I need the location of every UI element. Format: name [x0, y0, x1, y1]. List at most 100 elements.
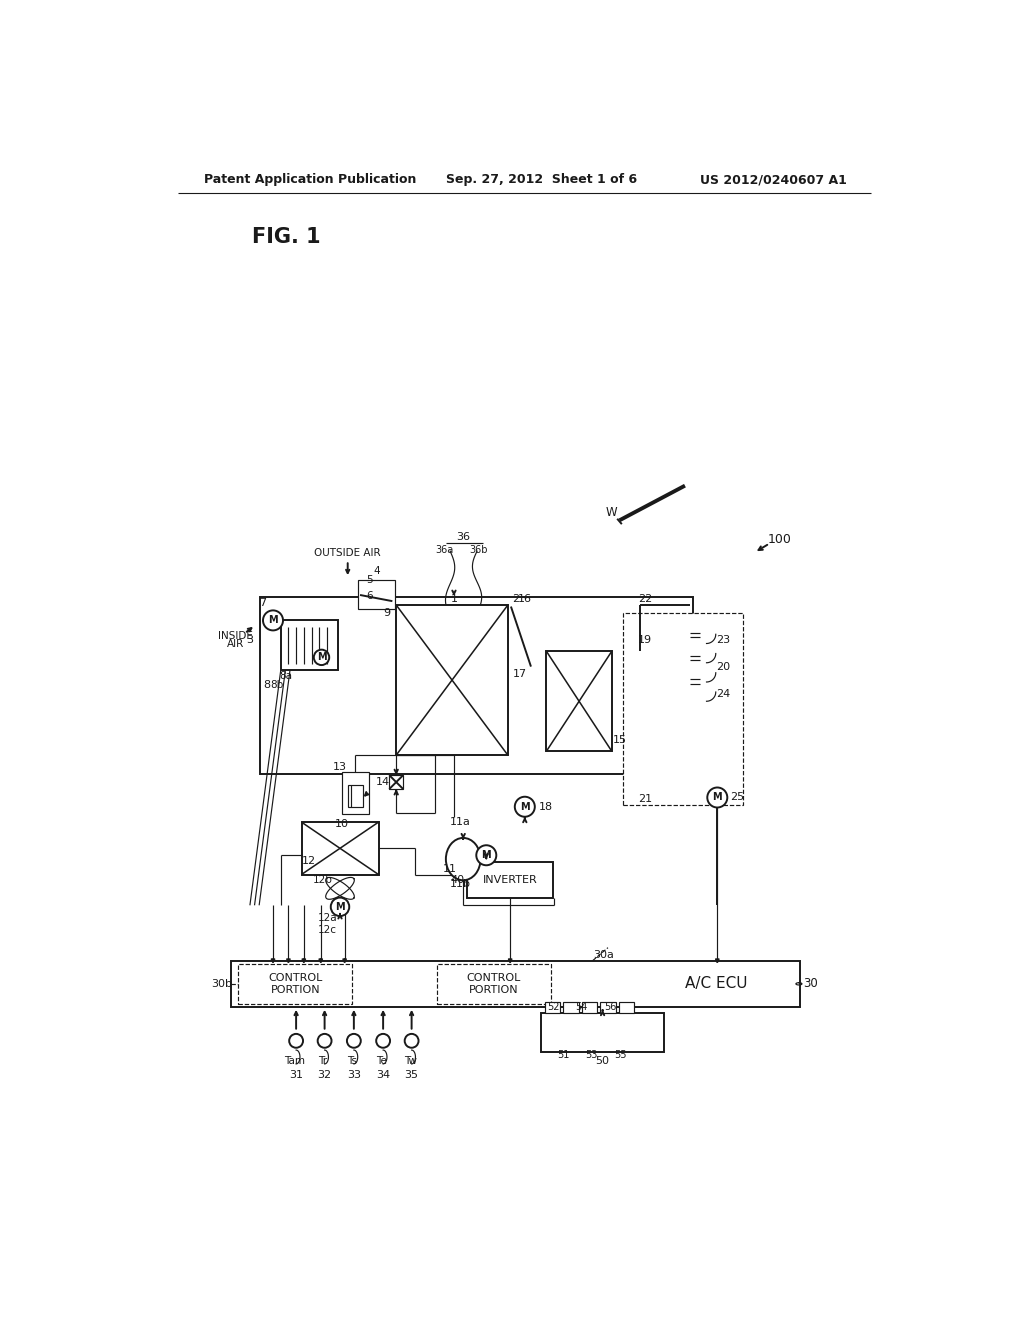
Text: Tr: Tr	[318, 1056, 328, 1065]
Text: 12: 12	[302, 855, 316, 866]
Text: M: M	[481, 850, 492, 861]
Bar	[547, 651, 611, 751]
Text: 3: 3	[247, 635, 253, 644]
Bar	[467, 862, 553, 898]
Bar	[541, 1014, 665, 1052]
Text: INVERTER: INVERTER	[482, 875, 538, 884]
Text: W: W	[605, 506, 616, 519]
Bar	[396, 605, 508, 755]
Text: 2: 2	[512, 594, 519, 603]
Bar	[230, 961, 801, 1007]
Text: 52: 52	[547, 1002, 559, 1012]
Circle shape	[404, 1034, 419, 1048]
Text: 100: 100	[768, 533, 792, 546]
Text: Tam: Tam	[284, 1056, 305, 1065]
Text: 4: 4	[374, 566, 380, 576]
Text: 1: 1	[451, 594, 458, 603]
Circle shape	[708, 788, 727, 808]
Text: 22: 22	[638, 594, 652, 603]
Bar	[437, 964, 551, 1003]
Text: 20: 20	[717, 661, 730, 672]
Text: 23: 23	[717, 635, 730, 644]
Text: 30: 30	[803, 977, 818, 990]
Text: CONTROL
PORTION: CONTROL PORTION	[268, 973, 323, 995]
Text: 54: 54	[575, 1002, 588, 1012]
Text: OUTSIDE AIR: OUTSIDE AIR	[314, 548, 381, 557]
Text: 6: 6	[366, 591, 373, 601]
Text: 16: 16	[518, 594, 531, 603]
Text: 12b: 12b	[313, 875, 333, 884]
Circle shape	[331, 898, 349, 916]
Circle shape	[515, 797, 535, 817]
Text: 50: 50	[596, 1056, 609, 1065]
Text: 24: 24	[717, 689, 730, 698]
Text: 40: 40	[451, 875, 465, 884]
Circle shape	[376, 1034, 390, 1048]
Text: A/C ECU: A/C ECU	[684, 977, 748, 991]
Text: 14: 14	[376, 777, 390, 787]
Text: 10: 10	[335, 820, 349, 829]
Bar	[545, 1002, 560, 1014]
Text: 55: 55	[614, 1049, 627, 1060]
Text: Ts: Ts	[347, 1056, 357, 1065]
Text: 19: 19	[638, 635, 652, 644]
Text: M: M	[713, 792, 722, 803]
Circle shape	[317, 1034, 332, 1048]
Bar	[281, 620, 339, 671]
Bar	[582, 1002, 597, 1014]
Circle shape	[476, 845, 497, 866]
Text: 36b: 36b	[469, 545, 487, 554]
Text: 56: 56	[604, 1002, 616, 1012]
Text: Te: Te	[376, 1056, 387, 1065]
Text: AIR: AIR	[226, 639, 244, 649]
Bar	[357, 579, 394, 609]
Text: Tw: Tw	[403, 1056, 417, 1065]
Text: 30b: 30b	[211, 979, 231, 989]
Bar	[618, 1002, 634, 1014]
Text: 9: 9	[383, 607, 390, 618]
Text: 51: 51	[557, 1049, 569, 1060]
Text: 31: 31	[289, 1069, 303, 1080]
Text: 11a: 11a	[450, 817, 471, 828]
Text: 5: 5	[366, 574, 373, 585]
Text: 53: 53	[586, 1049, 598, 1060]
Text: M: M	[268, 615, 278, 626]
Text: US 2012/0240607 A1: US 2012/0240607 A1	[700, 173, 847, 186]
Text: 11: 11	[442, 865, 457, 874]
Ellipse shape	[445, 838, 480, 880]
Text: M: M	[335, 902, 345, 912]
Bar	[260, 598, 692, 775]
Text: 18: 18	[540, 801, 553, 812]
Text: 33: 33	[347, 1069, 360, 1080]
Text: 8: 8	[263, 680, 270, 690]
Text: 8a: 8a	[280, 671, 293, 681]
Bar	[563, 1002, 579, 1014]
Text: INSIDE: INSIDE	[218, 631, 253, 640]
Text: Patent Application Publication: Patent Application Publication	[204, 173, 416, 186]
Circle shape	[289, 1034, 303, 1048]
Bar	[624, 612, 742, 805]
Text: 15: 15	[613, 735, 628, 744]
Text: Sep. 27, 2012  Sheet 1 of 6: Sep. 27, 2012 Sheet 1 of 6	[446, 173, 637, 186]
Bar	[389, 775, 403, 789]
Text: 11b: 11b	[450, 879, 471, 888]
Text: 34: 34	[376, 1069, 390, 1080]
Text: 17: 17	[512, 669, 526, 680]
Text: 12a: 12a	[317, 913, 338, 924]
Text: 30a: 30a	[594, 950, 614, 961]
Text: FIG. 1: FIG. 1	[252, 227, 321, 247]
Bar	[348, 785, 364, 807]
Text: 36: 36	[457, 532, 470, 543]
Text: 13: 13	[333, 762, 347, 772]
Circle shape	[313, 649, 330, 665]
Bar	[600, 1002, 615, 1014]
Circle shape	[347, 1034, 360, 1048]
Text: 8b: 8b	[270, 680, 284, 690]
Text: 12c: 12c	[318, 925, 337, 935]
Text: M: M	[316, 652, 327, 663]
Text: 25: 25	[730, 792, 744, 803]
Text: 21: 21	[638, 795, 652, 804]
Circle shape	[263, 610, 283, 631]
Text: CONTROL
PORTION: CONTROL PORTION	[467, 973, 521, 995]
Text: M: M	[520, 801, 529, 812]
